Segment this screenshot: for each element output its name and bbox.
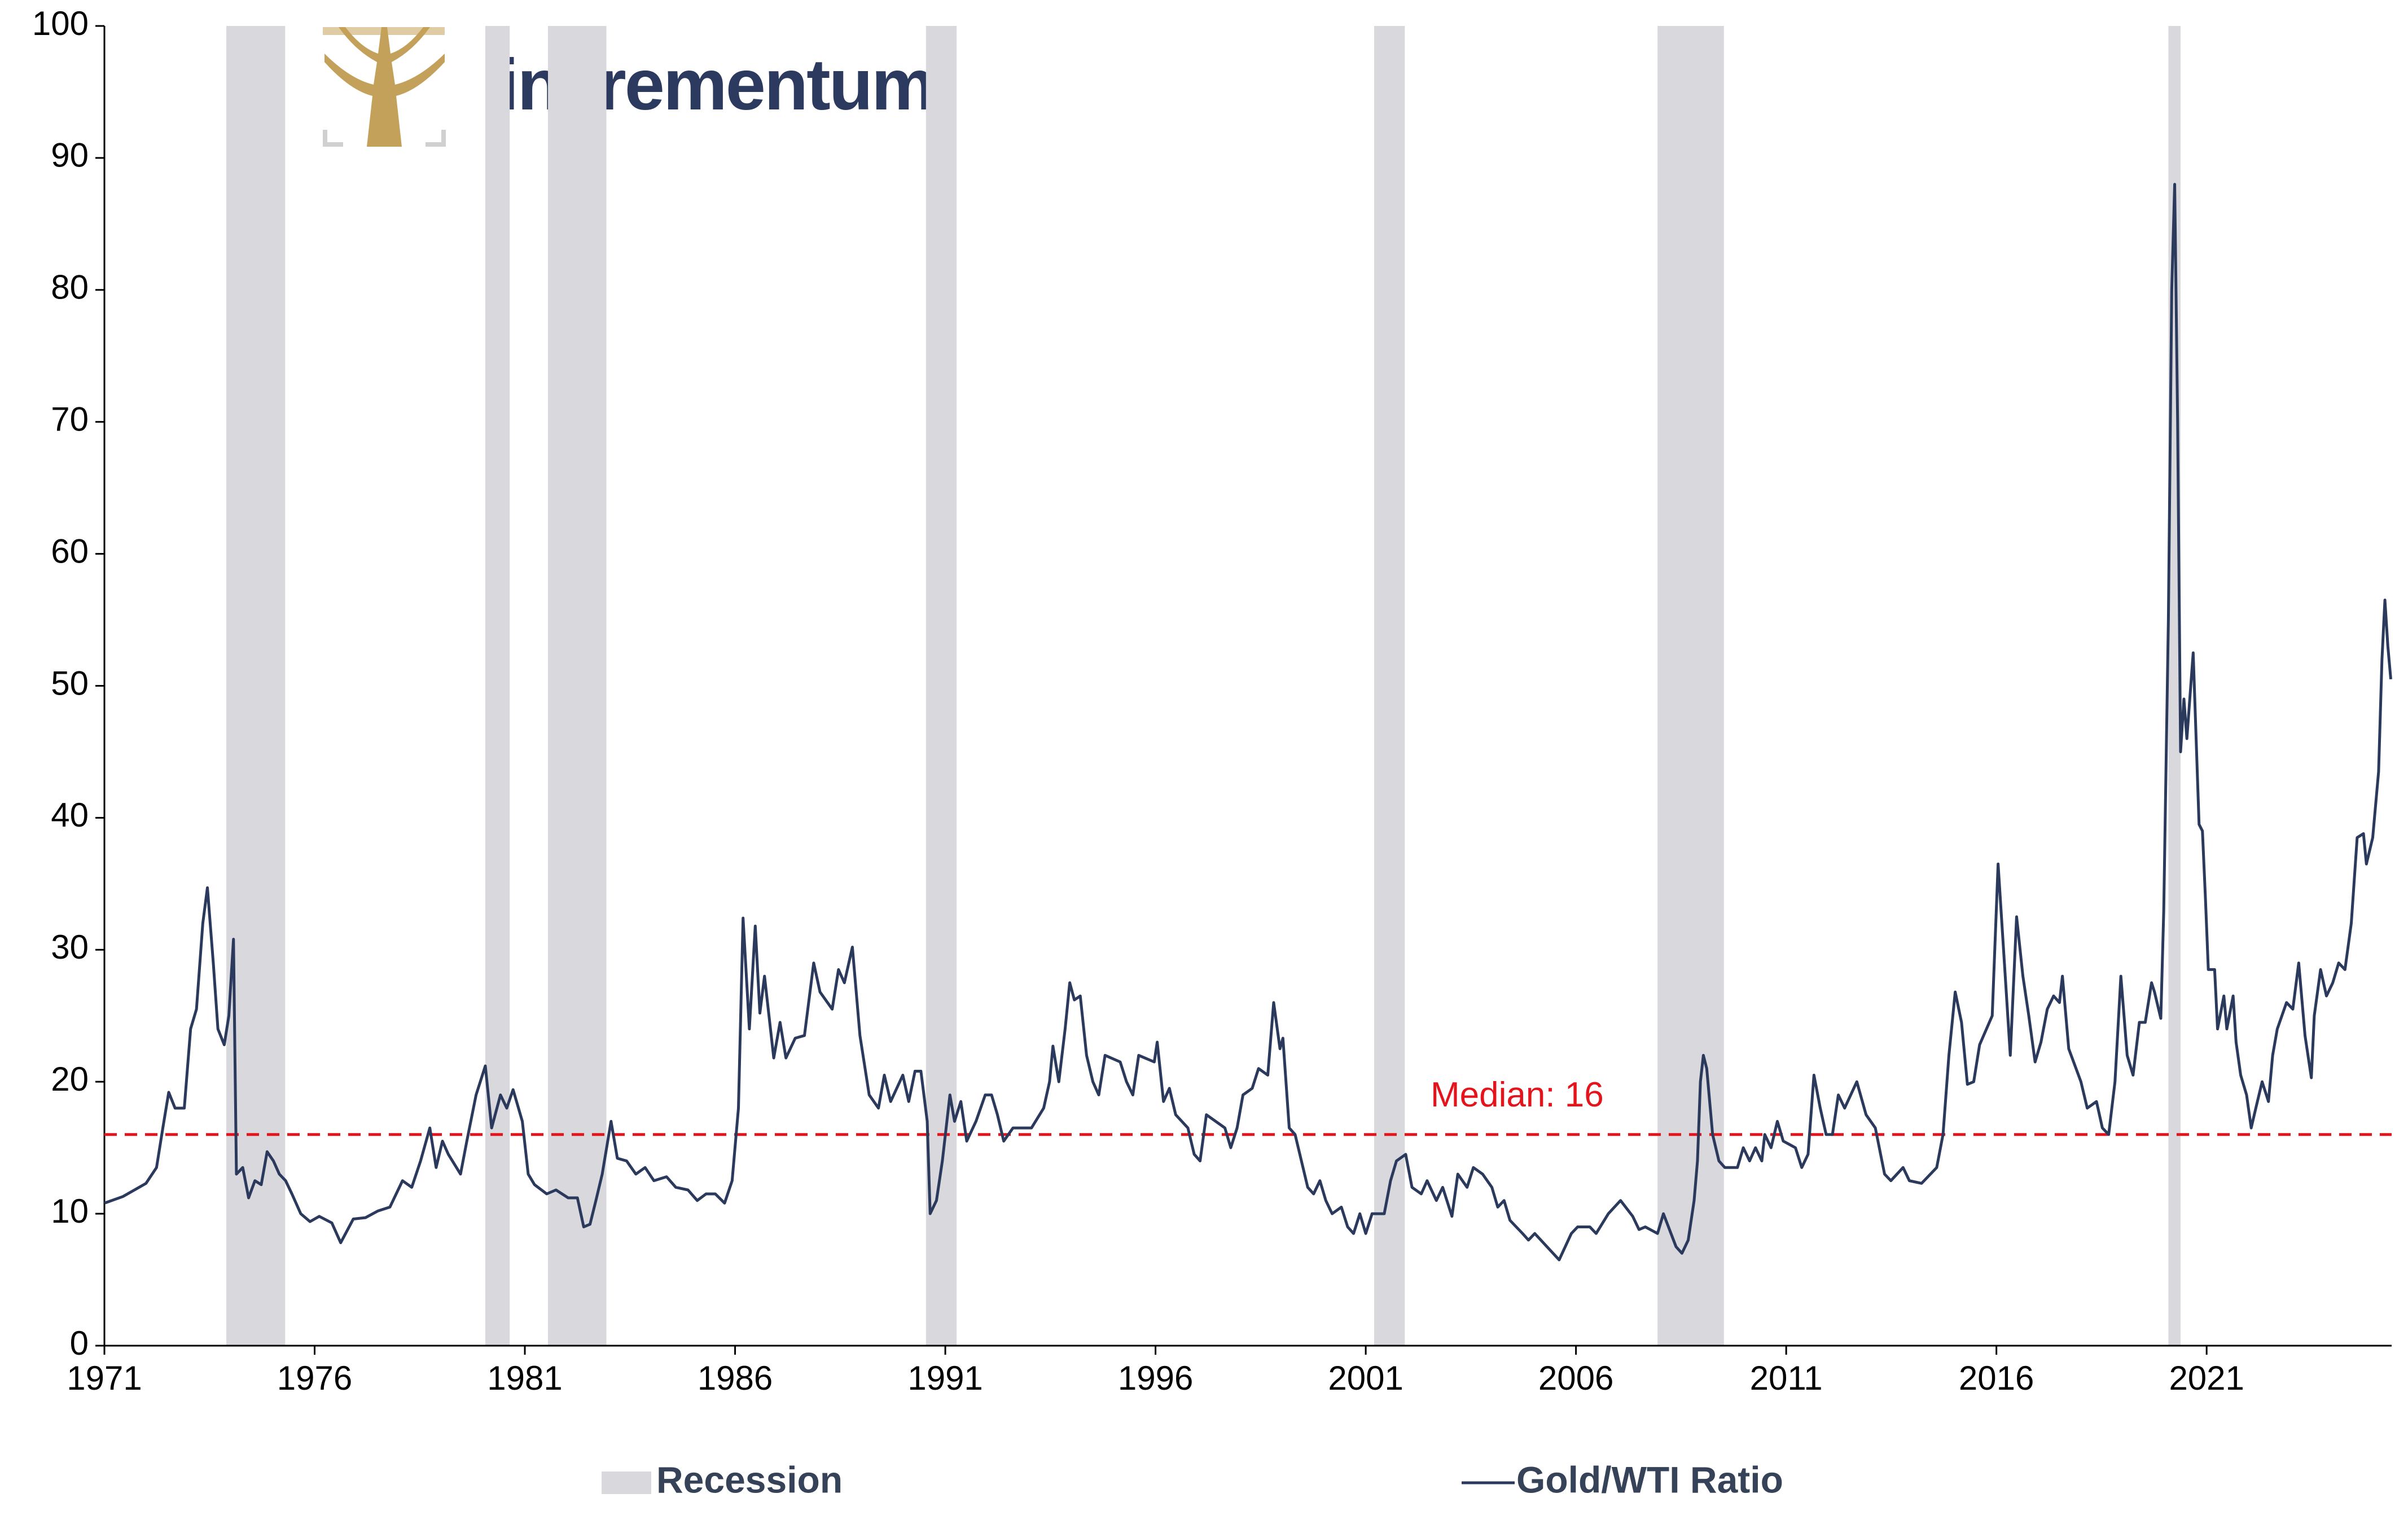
recession-band — [1657, 26, 1724, 1346]
y-tick-label: 10 — [51, 1192, 89, 1230]
logo-tree — [324, 27, 445, 147]
logo-canopy — [323, 27, 445, 35]
y-tick-label: 100 — [32, 5, 89, 42]
recession-band — [485, 26, 510, 1346]
logo-bracket — [426, 142, 446, 147]
legend-swatch — [602, 1471, 651, 1494]
y-tick-label: 20 — [51, 1060, 89, 1098]
y-tick-label: 30 — [51, 928, 89, 966]
x-tick-label: 2011 — [1750, 1359, 1823, 1397]
median-label: Median: 16 — [1431, 1075, 1604, 1114]
x-tick-label: 1996 — [1118, 1359, 1193, 1397]
y-tick-label: 80 — [51, 269, 89, 306]
x-tick-label: 1971 — [67, 1359, 142, 1397]
recession-band — [548, 26, 607, 1346]
logo: incrementum — [323, 27, 936, 147]
x-tick-label: 1976 — [277, 1359, 352, 1397]
legend-label: Gold/WTI Ratio — [1516, 1459, 1783, 1500]
logo-bracket — [323, 130, 327, 147]
x-tick-label: 1986 — [698, 1359, 773, 1397]
logo-bracket — [323, 142, 343, 147]
logo-bracket — [441, 130, 446, 147]
recession-band — [1374, 26, 1405, 1346]
x-tick-label: 2016 — [1959, 1359, 2034, 1397]
y-tick-label: 70 — [51, 401, 89, 438]
data-line — [104, 183, 2393, 1262]
x-tick-label: 2021 — [2169, 1359, 2244, 1397]
x-tick-label: 2006 — [1538, 1359, 1613, 1397]
y-tick-label: 0 — [70, 1324, 89, 1362]
legend-label: Recession — [656, 1459, 843, 1500]
y-tick-label: 50 — [51, 664, 89, 702]
y-tick-label: 60 — [51, 532, 89, 570]
x-tick-label: 1981 — [487, 1359, 562, 1397]
recession-band — [926, 26, 957, 1346]
y-tick-label: 90 — [51, 137, 89, 174]
x-tick-label: 1991 — [907, 1359, 983, 1397]
y-tick-label: 40 — [51, 796, 89, 834]
x-tick-label: 2001 — [1328, 1359, 1403, 1397]
